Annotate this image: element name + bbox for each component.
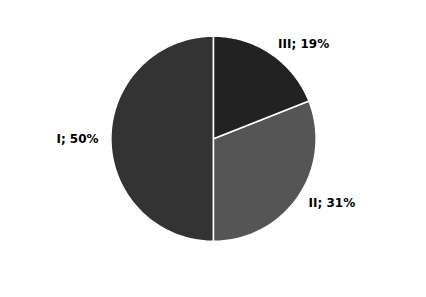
svg-text:III; 19%: III; 19% [278, 37, 329, 51]
svg-text:II; 31%: II; 31% [309, 196, 356, 210]
svg-text:I; 50%: I; 50% [56, 132, 98, 146]
